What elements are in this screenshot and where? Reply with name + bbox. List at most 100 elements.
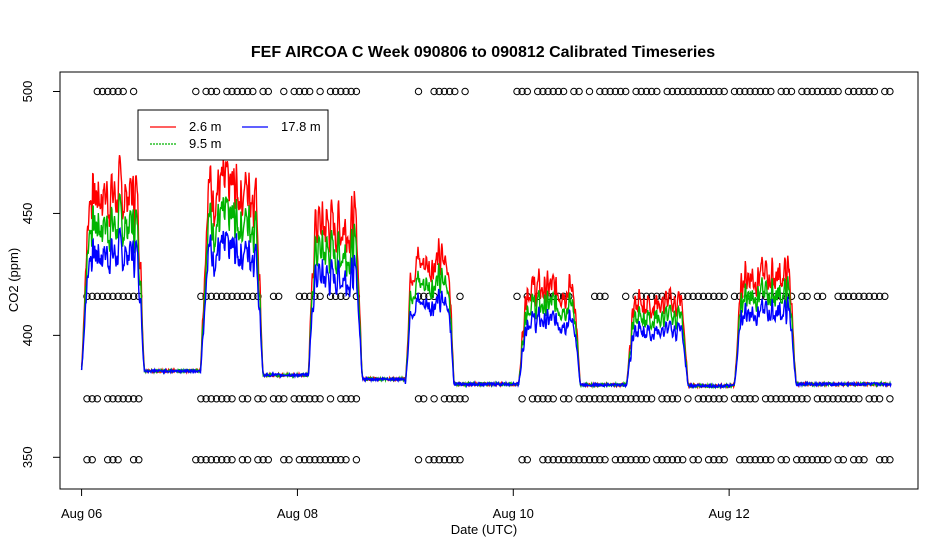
- flag-marker: [539, 456, 547, 464]
- flag-marker: [430, 395, 438, 403]
- flag-marker: [109, 456, 117, 464]
- flag-marker: [228, 87, 236, 96]
- flag-marker: [818, 395, 827, 403]
- flag-marker: [767, 456, 775, 464]
- flag-marker: [813, 292, 822, 301]
- flag-marker: [663, 87, 671, 96]
- flag-marker: [704, 456, 713, 464]
- flag-marker: [689, 292, 697, 301]
- flag-marker: [622, 456, 630, 464]
- flag-marker: [839, 456, 847, 464]
- x-axis: Aug 06 Aug 08 Aug 10 Aug 12: [61, 488, 750, 521]
- flag-marker: [736, 456, 744, 464]
- flag-marker: [534, 395, 542, 403]
- flag-marker: [704, 292, 713, 301]
- flag-marker: [98, 292, 107, 301]
- flag-marker: [637, 456, 645, 464]
- flag-marker: [451, 456, 459, 464]
- flag-marker: [736, 395, 744, 403]
- flag-marker: [212, 395, 221, 403]
- flag-marker: [565, 456, 573, 464]
- flag-marker: [119, 292, 127, 301]
- flag-marker: [259, 456, 267, 464]
- flag-marker: [575, 87, 583, 96]
- flag-marker: [637, 87, 645, 96]
- flag-marker: [243, 395, 252, 403]
- flag-marker: [311, 456, 319, 464]
- flag-marker: [456, 395, 464, 403]
- flag-marker: [306, 87, 314, 96]
- x-tick-label: Aug 06: [61, 506, 102, 521]
- flag-marker: [435, 87, 443, 96]
- flag-marker: [787, 292, 796, 301]
- flag-marker: [129, 456, 138, 464]
- flag-marker: [679, 87, 687, 96]
- flag-marker: [782, 395, 790, 403]
- flag-marker: [430, 456, 438, 464]
- flag-marker: [414, 395, 423, 403]
- flag-marker: [818, 87, 827, 96]
- flag-marker: [730, 395, 739, 403]
- flag-marker: [456, 456, 464, 464]
- flag-marker: [290, 395, 298, 403]
- flag-marker: [114, 292, 122, 301]
- y-tick-label: 450: [20, 203, 35, 225]
- flag-marker: [352, 87, 361, 96]
- flag-marker: [808, 456, 816, 464]
- flag-marker: [844, 395, 853, 403]
- flag-marker: [699, 395, 708, 403]
- legend-box: [137, 109, 329, 161]
- flag-marker: [798, 87, 806, 96]
- flag-marker: [886, 395, 894, 403]
- flag-marker: [824, 456, 832, 464]
- flag-marker: [254, 456, 262, 464]
- flag-marker: [518, 87, 526, 96]
- flag-marker: [803, 292, 811, 301]
- flag-marker: [751, 87, 759, 96]
- flag-marker: [544, 395, 552, 403]
- flag-marker: [673, 456, 682, 464]
- flag-marker: [834, 292, 842, 301]
- flag-marker: [259, 87, 267, 96]
- flag-marker: [98, 87, 107, 96]
- flag-marker: [311, 395, 319, 403]
- flag-marker: [414, 87, 423, 96]
- flag-marker: [875, 292, 884, 301]
- flag-marker: [715, 456, 723, 464]
- flag-marker: [585, 87, 594, 96]
- series-line-9.5m: [80, 192, 892, 390]
- flag-marker: [813, 87, 822, 96]
- flag-marker: [114, 87, 122, 96]
- flag-marker: [337, 87, 345, 96]
- flag-marker: [663, 456, 671, 464]
- flag-marker: [699, 292, 708, 301]
- flag-marker: [228, 292, 236, 301]
- flag-marker: [881, 87, 889, 96]
- flag-marker: [855, 456, 863, 464]
- flag-marker: [440, 87, 449, 96]
- x-tick-label: Aug 12: [709, 506, 750, 521]
- flag-marker: [730, 292, 739, 301]
- flag-marker: [829, 395, 837, 403]
- flag-marker: [435, 456, 443, 464]
- flag-marker: [212, 87, 221, 96]
- flag-marker: [337, 456, 345, 464]
- flag-marker: [611, 87, 620, 96]
- flag-marker: [275, 395, 283, 403]
- flag-marker: [295, 292, 304, 301]
- flag-marker: [254, 395, 262, 403]
- flag-marker: [534, 87, 542, 96]
- flag-marker: [202, 456, 210, 464]
- flag-marker: [767, 87, 775, 96]
- flag-marker: [601, 395, 609, 403]
- flag-marker: [414, 456, 423, 464]
- flag-marker: [870, 395, 879, 403]
- flag-marker: [233, 87, 241, 96]
- flag-marker: [777, 456, 785, 464]
- flag-marker: [93, 292, 102, 301]
- flag-marker: [850, 456, 858, 464]
- flag-marker: [611, 395, 620, 403]
- flag-marker: [834, 456, 842, 464]
- flag-marker: [238, 292, 247, 301]
